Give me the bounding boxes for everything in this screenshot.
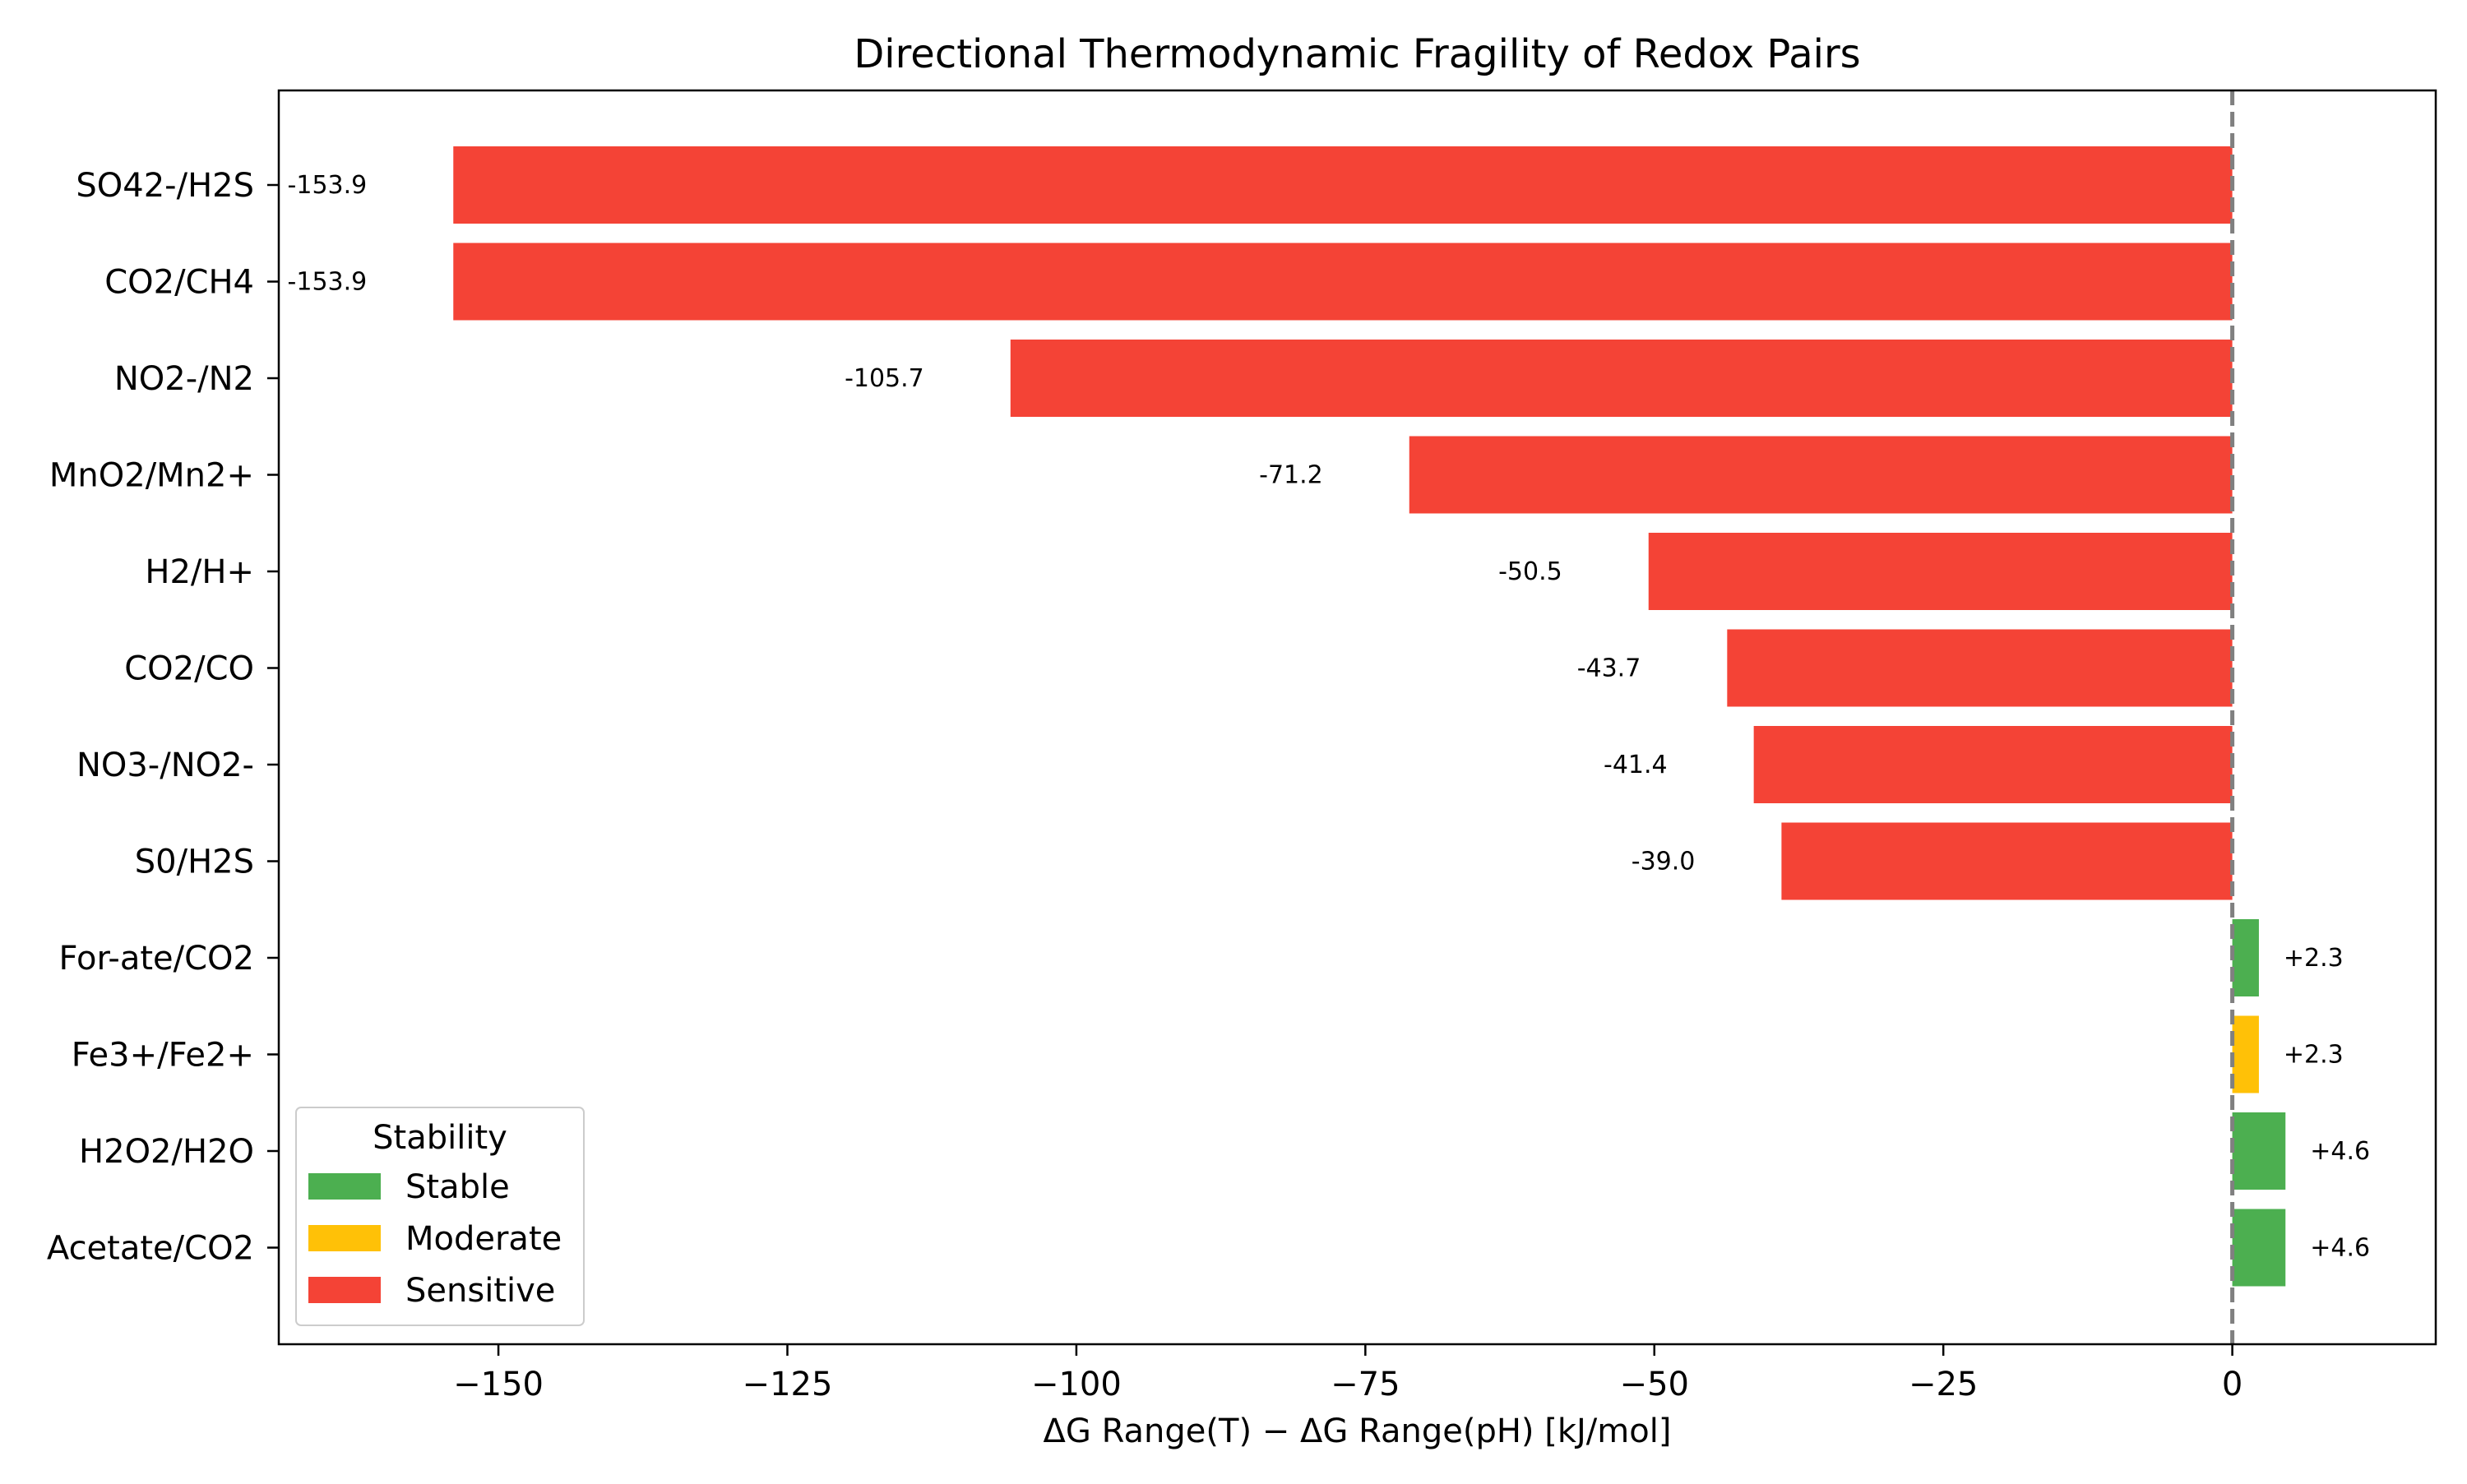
x-tick-label: −25 [1909, 1366, 1978, 1403]
bar-value-label: -50.5 [1498, 557, 1562, 586]
legend-swatch-moderate [308, 1225, 381, 1251]
bar-mno2-mn2- [1409, 436, 2233, 514]
x-axis: −150 −125 −100 −75 −50 −25 0 [453, 1344, 2243, 1403]
bar-fe3-fe2- [2232, 1015, 2259, 1093]
bar-acetate-co2 [2232, 1209, 2286, 1287]
y-tick-label: NO2-/N2 [114, 360, 254, 398]
legend-entries: Stable Moderate Sensitive [308, 1168, 562, 1310]
x-tick-label: −75 [1331, 1366, 1400, 1403]
x-tick-label: −100 [1031, 1366, 1122, 1403]
bar-co2-co [1727, 629, 2233, 707]
bar-value-label: +4.6 [2310, 1234, 2370, 1263]
bar-value-label: -71.2 [1259, 461, 1323, 490]
bar-value-labels: -153.9 -153.9 -105.7 -71.2 -50.5 -43.7 -41.4 -3… [288, 171, 2371, 1263]
bar-value-label: +2.3 [2284, 944, 2344, 973]
bar-value-label: -153.9 [288, 268, 368, 297]
bar-value-label: -41.4 [1604, 751, 1668, 779]
bars-group [453, 146, 2286, 1287]
x-tick-label: −50 [1620, 1366, 1689, 1403]
bar-so42-h2s [453, 146, 2233, 224]
bar-value-label: +4.6 [2310, 1137, 2370, 1166]
bar-value-label: -39.0 [1632, 848, 1696, 876]
y-tick-label: MnO2/Mn2+ [49, 457, 254, 495]
bar-for-ate-co2 [2232, 919, 2259, 996]
bar-h2-h- [1648, 533, 2233, 610]
y-tick-label: Acetate/CO2 [47, 1230, 254, 1268]
bar-s0-h2s [1781, 822, 2233, 900]
y-tick-label: S0/H2S [135, 844, 254, 881]
y-tick-label: SO42-/H2S [76, 167, 254, 205]
y-tick-label: H2/H+ [145, 553, 254, 591]
y-axis: SO42-/H2S CO2/CH4 NO2-/N2 MnO2/Mn2+ H2/H+ CO2… [47, 167, 279, 1268]
bar-value-label: +2.3 [2284, 1041, 2344, 1070]
legend-box [295, 1107, 585, 1326]
legend-title: Stability [373, 1119, 507, 1157]
y-tick-label: For-ate/CO2 [58, 940, 254, 978]
y-tick-label: CO2/CO [124, 650, 254, 688]
x-axis-title: ΔG Range(T) − ΔG Range(pH) [kJ/mol] [1044, 1412, 1672, 1450]
plot-area-frame [277, 89, 2437, 1346]
x-tick-label: 0 [2222, 1366, 2243, 1403]
bar-value-label: -105.7 [845, 364, 924, 393]
legend-label-moderate: Moderate [405, 1220, 562, 1258]
legend-label-sensitive: Sensitive [405, 1272, 555, 1310]
bar-co2-ch4 [453, 243, 2233, 321]
x-tick-label: −150 [453, 1366, 544, 1403]
legend-label-stable: Stable [405, 1168, 510, 1206]
bar-h2o2-h2o [2232, 1112, 2286, 1190]
y-tick-label: Fe3+/Fe2+ [72, 1037, 254, 1075]
y-tick-label: H2O2/H2O [79, 1133, 254, 1171]
bar-no2-n2 [1010, 340, 2233, 417]
y-tick-label: CO2/CH4 [104, 264, 254, 302]
y-tick-label: NO3-/NO2- [76, 747, 254, 784]
legend: Stability Stable Moderate Sensitive [295, 1107, 585, 1326]
x-tick-label: −125 [743, 1366, 833, 1403]
legend-swatch-stable [308, 1173, 381, 1200]
bar-no3-no2- [1753, 726, 2233, 803]
bar-value-label: -43.7 [1577, 654, 1641, 683]
bar-value-label: -153.9 [288, 171, 368, 200]
legend-swatch-sensitive [308, 1277, 381, 1303]
chart-title: Directional Thermodynamic Fragility of R… [854, 31, 1860, 77]
